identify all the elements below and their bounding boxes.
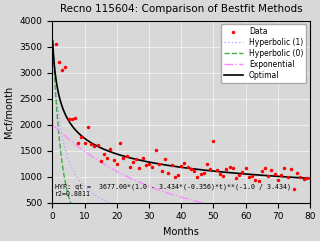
Data — [199, 172, 203, 175]
Hyperbolic (1) — [308, 221, 312, 223]
Data — [121, 156, 125, 159]
Optimal — [215, 170, 219, 173]
Hyperbolic (0) — [200, 227, 204, 230]
Title: Recno 115604: Comparison of Bestfit Methods: Recno 115604: Comparison of Bestfit Meth… — [60, 4, 303, 14]
Exponential — [200, 201, 204, 204]
Hyperbolic (1) — [207, 217, 211, 220]
Exponential — [308, 218, 312, 221]
Line: Hyperbolic (0): Hyperbolic (0) — [52, 41, 310, 228]
Hyperbolic (1) — [200, 216, 204, 219]
Optimal — [308, 177, 312, 180]
Hyperbolic (1) — [67, 158, 70, 161]
Data — [157, 162, 161, 165]
Data — [292, 188, 296, 191]
Exponential — [272, 214, 276, 217]
Hyperbolic (1) — [51, 39, 54, 42]
Exponential — [246, 210, 250, 213]
Hyperbolic (0) — [51, 39, 54, 42]
Hyperbolic (0) — [272, 227, 276, 230]
Hyperbolic (0) — [308, 227, 312, 230]
Optimal — [207, 169, 211, 172]
Hyperbolic (0) — [67, 194, 70, 197]
Hyperbolic (1) — [246, 219, 250, 221]
Y-axis label: Mcf/month: Mcf/month — [4, 85, 14, 138]
Optimal — [67, 119, 70, 122]
Data — [54, 42, 58, 45]
Hyperbolic (0) — [246, 227, 250, 230]
Text: HYP: qt =  3677.00*(1.0 - 3.434*(-0.356)*t)**(-1.0 / 3.434)
r2=0.8811: HYP: qt = 3677.00*(1.0 - 3.434*(-0.356)*… — [55, 184, 291, 197]
Hyperbolic (0) — [207, 227, 211, 230]
Data — [115, 162, 119, 165]
Hyperbolic (1) — [215, 217, 219, 220]
Line: Exponential: Exponential — [52, 125, 310, 219]
Line: Optimal: Optimal — [52, 40, 310, 178]
Data — [237, 174, 241, 177]
Data — [305, 176, 309, 179]
Optimal — [200, 168, 204, 171]
Exponential — [67, 137, 70, 140]
Exponential — [215, 205, 219, 208]
Optimal — [246, 173, 250, 176]
Optimal — [272, 175, 276, 178]
Exponential — [51, 123, 54, 126]
X-axis label: Months: Months — [163, 227, 199, 237]
Line: Data: Data — [54, 42, 308, 191]
Legend: Data, Hyperbolic (1), Hyperbolic (0), Exponential, Optimal: Data, Hyperbolic (1), Hyperbolic (0), Ex… — [220, 24, 306, 83]
Exponential — [207, 203, 211, 206]
Hyperbolic (0) — [215, 227, 219, 230]
Line: Hyperbolic (1): Hyperbolic (1) — [52, 41, 310, 222]
Optimal — [51, 39, 54, 42]
Hyperbolic (1) — [272, 220, 276, 222]
Data — [154, 148, 157, 151]
